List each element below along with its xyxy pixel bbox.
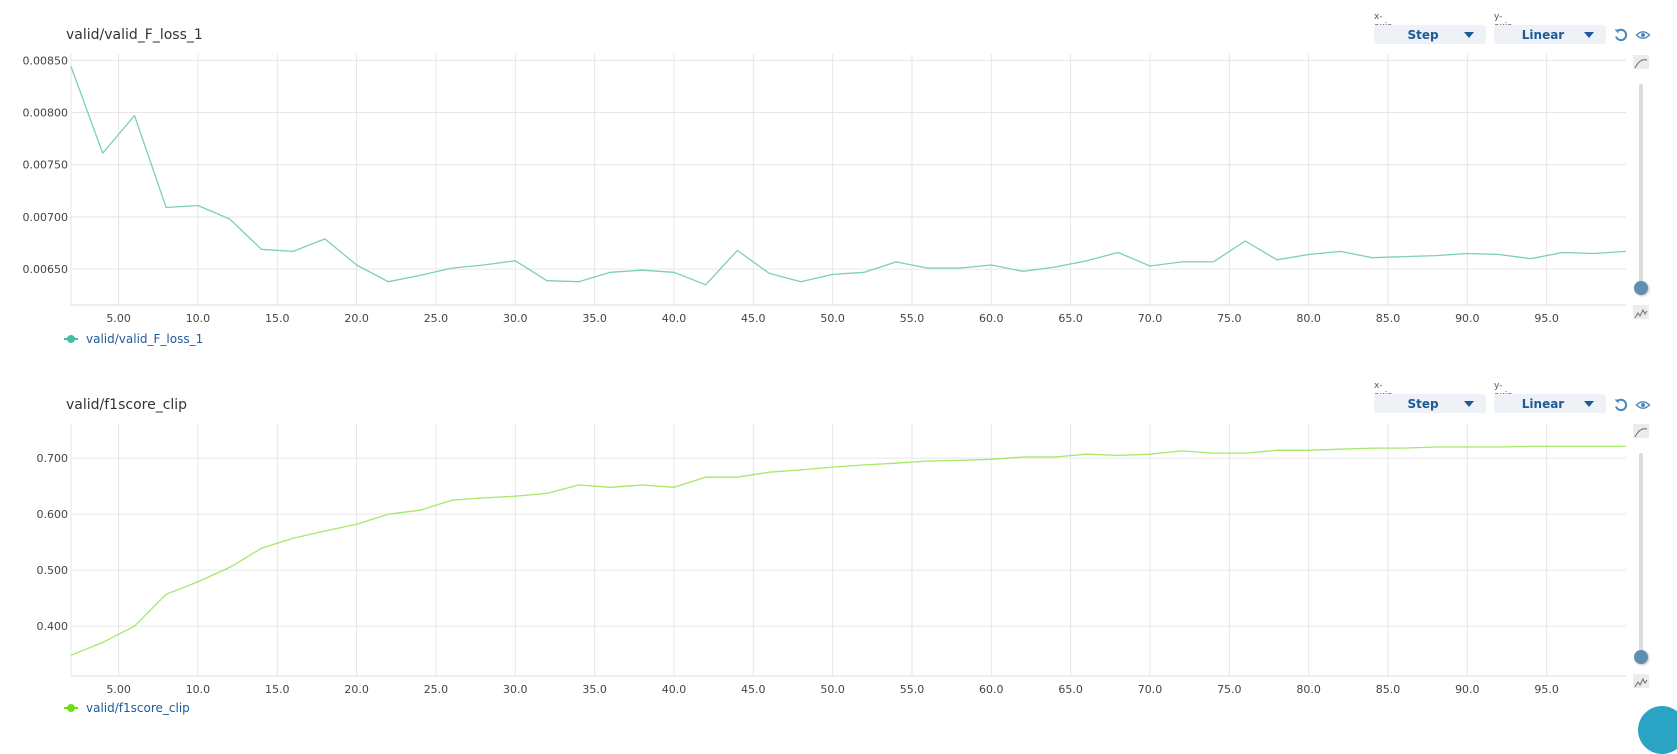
y-tick-label: 0.600	[37, 508, 69, 521]
legend-swatch-icon	[64, 335, 78, 343]
x-tick-label: 40.0	[662, 312, 687, 325]
x-axis-value: Step	[1407, 396, 1439, 411]
x-tick-label: 95.0	[1534, 683, 1559, 696]
x-tick-label: 85.0	[1376, 312, 1401, 325]
raw-curve-icon[interactable]	[1633, 674, 1649, 688]
legend-item[interactable]: valid/valid_F_loss_1	[64, 332, 203, 346]
x-tick-label: 20.0	[344, 312, 369, 325]
raw-curve-icon[interactable]	[1633, 305, 1649, 319]
x-tick-label: 35.0	[582, 312, 607, 325]
x-tick-label: 70.0	[1138, 312, 1163, 325]
y-axis-select[interactable]: Linear	[1494, 25, 1606, 44]
y-tick-label: 0.500	[37, 564, 69, 577]
legend-item[interactable]: valid/f1score_clip	[64, 701, 190, 715]
y-tick-label: 0.00700	[23, 211, 69, 224]
line-chart-loss[interactable]: 5.00 10.0 15.0 20.0 25.0 30.0 35.0 40.0 45.0 50.0…	[0, 0, 1677, 360]
x-tick-label: 40.0	[662, 683, 687, 696]
x-tick-label: 70.0	[1138, 683, 1163, 696]
x-tick-label: 50.0	[820, 312, 845, 325]
chart-title: valid/f1score_clip	[66, 397, 188, 413]
smooth-curve-icon[interactable]	[1633, 424, 1649, 438]
x-tick-label: 15.0	[265, 312, 290, 325]
x-tick-label: 25.0	[424, 312, 449, 325]
x-tick-label: 65.0	[1058, 683, 1083, 696]
legend-dot	[67, 704, 75, 712]
x-tick-label: 30.0	[503, 312, 528, 325]
eye-icon[interactable]	[1635, 397, 1651, 413]
eye-icon[interactable]	[1635, 27, 1651, 43]
x-tick-label: 45.0	[741, 312, 766, 325]
legend-swatch-icon	[64, 704, 78, 712]
y-axis-value: Linear	[1521, 396, 1565, 411]
x-tick-label: 90.0	[1455, 683, 1480, 696]
smoothing-slider-track[interactable]	[1639, 453, 1643, 657]
reset-icon[interactable]	[1613, 27, 1629, 43]
x-tick-label: 60.0	[979, 683, 1004, 696]
x-tick-label: 10.0	[186, 312, 211, 325]
x-tick-label: 10.0	[186, 683, 211, 696]
legend-dot	[67, 335, 75, 343]
line-chart-f1score[interactable]: 5.00 10.0 15.0 20.0 25.0 30.0 35.0 40.0 45.0 50.0…	[0, 0, 1677, 719]
x-tick-label: 50.0	[820, 683, 845, 696]
x-axis-select[interactable]: Step	[1374, 394, 1486, 413]
y-tick-label: 0.00800	[23, 106, 69, 119]
x-tick-label: 80.0	[1296, 312, 1321, 325]
x-tick-label: 20.0	[344, 683, 369, 696]
x-tick-label: 55.0	[900, 312, 925, 325]
x-tick-label: 15.0	[265, 683, 290, 696]
y-tick-label: 0.400	[37, 620, 69, 633]
y-tick-label: 0.00650	[23, 263, 69, 276]
x-tick-label: 75.0	[1217, 312, 1242, 325]
smoothing-slider-track[interactable]	[1639, 84, 1643, 288]
smoothing-slider-thumb[interactable]	[1634, 650, 1648, 664]
smooth-curve-icon[interactable]	[1633, 55, 1649, 69]
x-tick-label: 45.0	[741, 683, 766, 696]
x-tick-label: 95.0	[1534, 312, 1559, 325]
chevron-down-icon	[1584, 32, 1594, 38]
x-tick-label: 60.0	[979, 312, 1004, 325]
smoothing-slider-thumb[interactable]	[1634, 281, 1648, 295]
x-tick-label: 30.0	[503, 683, 528, 696]
chevron-down-icon	[1584, 401, 1594, 407]
chevron-down-icon	[1464, 32, 1474, 38]
series-line[interactable]	[70, 66, 1627, 286]
x-tick-label: 25.0	[424, 683, 449, 696]
x-axis-select[interactable]: Step	[1374, 25, 1486, 44]
x-tick-label: 85.0	[1376, 683, 1401, 696]
x-tick-label: 65.0	[1058, 312, 1083, 325]
series-line[interactable]	[70, 445, 1626, 656]
floating-action-button[interactable]	[1638, 706, 1677, 754]
y-tick-label: 0.00750	[23, 159, 69, 172]
x-tick-label: 5.00	[106, 312, 131, 325]
x-tick-label: 5.00	[106, 683, 131, 696]
x-tick-label: 35.0	[582, 683, 607, 696]
chart-card-f1score: valid/f1score_clip x-axis Step y-axis Li…	[0, 0, 1677, 719]
y-axis-value: Linear	[1521, 27, 1565, 42]
y-tick-label: 0.700	[37, 452, 69, 465]
chevron-down-icon	[1464, 401, 1474, 407]
legend-label: valid/valid_F_loss_1	[86, 332, 204, 346]
y-axis-select[interactable]: Linear	[1494, 394, 1606, 413]
reset-icon[interactable]	[1613, 397, 1629, 413]
x-tick-label: 80.0	[1296, 683, 1321, 696]
y-tick-label: 0.00850	[23, 54, 69, 67]
legend-label: valid/f1score_clip	[86, 701, 190, 715]
x-tick-label: 55.0	[900, 683, 925, 696]
chart-title: valid/valid_F_loss_1	[66, 27, 203, 43]
chart-card-loss: valid/valid_F_loss_1 x-axis Step y-axis …	[0, 0, 1677, 360]
x-tick-label: 90.0	[1455, 312, 1480, 325]
x-axis-value: Step	[1407, 27, 1439, 42]
x-tick-label: 75.0	[1217, 683, 1242, 696]
